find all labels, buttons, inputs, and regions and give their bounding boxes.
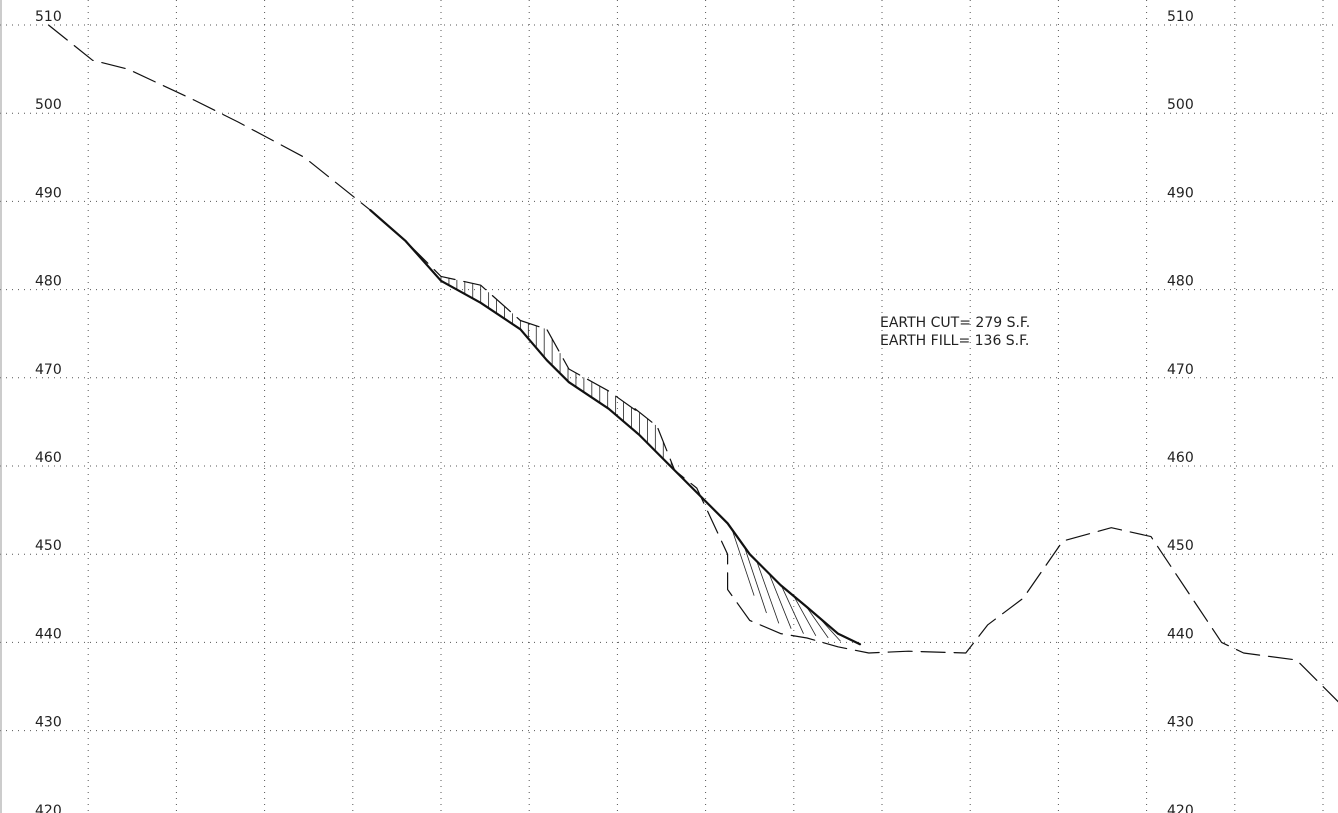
earth-fill-label: EARTH FILL= 136 S.F. <box>880 333 1029 349</box>
elevation-labels: 510 510 500 500 490 490 480 480 470 470 460 460 450 4… <box>35 9 1194 813</box>
tick-label-right: 440 <box>1167 626 1194 642</box>
tick-label-right: 470 <box>1167 362 1194 378</box>
tick-label-left: 450 <box>35 538 62 554</box>
tick-label-right: 420 <box>1167 803 1194 813</box>
tick-label-left: 470 <box>35 362 62 378</box>
tick-label-left: 460 <box>35 450 62 466</box>
fill-hatch-line <box>744 546 767 614</box>
tick-label-right: 500 <box>1167 97 1194 113</box>
cut-fill-hatching <box>440 276 841 642</box>
tick-label-right: 450 <box>1167 538 1194 554</box>
tick-label-left: 420 <box>35 803 62 813</box>
tick-label-right: 460 <box>1167 450 1194 466</box>
fill-hatch-line <box>793 595 817 636</box>
fill-hatch-line <box>756 561 780 624</box>
fill-hatch-line <box>768 573 792 629</box>
proposed-grade-line <box>369 209 862 646</box>
tick-label-right: 510 <box>1167 9 1194 25</box>
tick-label-left: 510 <box>35 9 62 25</box>
fill-hatch-line <box>731 529 755 596</box>
tick-label-right: 430 <box>1167 715 1194 731</box>
fill-hatch-line <box>805 606 829 639</box>
tick-label-left: 480 <box>35 274 62 290</box>
earth-cut-label: EARTH CUT= 279 S.F. <box>880 315 1030 331</box>
profile-lines <box>47 24 1338 703</box>
tick-label-left: 430 <box>35 715 62 731</box>
fill-hatch-line <box>781 585 804 634</box>
tick-label-right: 480 <box>1167 274 1194 290</box>
tick-label-left: 490 <box>35 185 62 201</box>
tick-label-left: 440 <box>35 626 62 642</box>
tick-label-left: 500 <box>35 97 62 113</box>
tick-label-right: 490 <box>1167 185 1194 201</box>
existing-ground-line <box>47 24 1338 703</box>
